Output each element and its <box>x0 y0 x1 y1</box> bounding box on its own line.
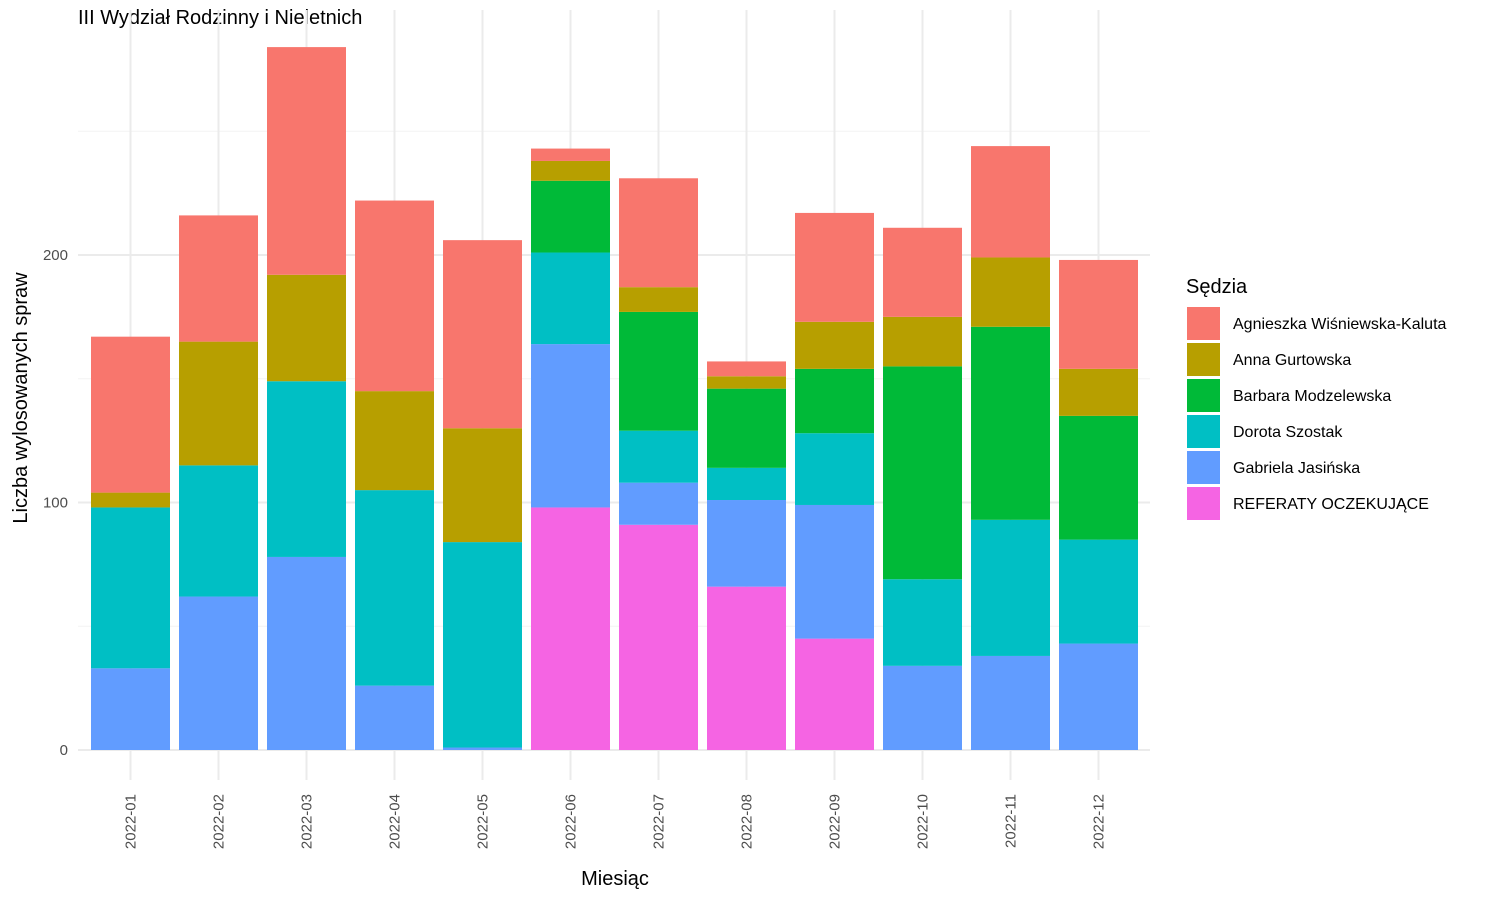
x-tick-label: 2022-05 <box>475 794 492 849</box>
y-tick-label: 200 <box>43 247 68 264</box>
legend-swatch <box>1187 415 1220 448</box>
bar-segment <box>531 160 610 181</box>
bar-segment <box>883 227 962 317</box>
legend-label: Anna Gurtowska <box>1233 352 1351 369</box>
bar-segment <box>707 586 786 750</box>
legend-label: REFERATY OCZEKUJĄCE <box>1233 496 1429 513</box>
bar-segment <box>795 433 874 505</box>
bar-segment <box>179 341 258 466</box>
legend-title: Sędzia <box>1186 276 1248 298</box>
bar-segment <box>267 274 346 382</box>
bar-segment <box>971 146 1050 258</box>
bar-segment <box>91 336 170 493</box>
bar-segment <box>707 500 786 587</box>
x-tick-label: 2022-10 <box>915 794 932 849</box>
bar-segment <box>619 430 698 483</box>
bar-segment <box>883 579 962 666</box>
bar-segment <box>707 376 786 389</box>
bar-segment <box>267 381 346 557</box>
chart-title: III Wydział Rodzinny i Nieletnich <box>78 7 363 29</box>
x-tick-label: 2022-03 <box>299 794 316 849</box>
bar-segment <box>443 542 522 748</box>
legend-label: Agnieszka Wiśniewska-Kaluta <box>1233 316 1447 333</box>
x-tick-label: 2022-01 <box>123 794 140 849</box>
y-tick-labels: 0 100 200 <box>43 247 68 759</box>
bar-segment <box>619 287 698 312</box>
bar-segment <box>707 361 786 377</box>
x-tick-label: 2022-11 <box>1003 794 1020 848</box>
bar-segment <box>531 252 610 345</box>
bar-segment <box>707 388 786 468</box>
x-tick-labels: 2022-01 2022-02 2022-03 2022-04 2022-05 2022-… <box>123 794 1108 849</box>
bar-segment <box>795 504 874 639</box>
bar-segment <box>267 556 346 750</box>
bar-segment <box>1059 259 1138 369</box>
y-tick-label: 0 <box>60 742 68 759</box>
x-tick-label: 2022-08 <box>739 794 756 849</box>
bar-segment <box>619 178 698 288</box>
y-axis-title: Liczba wylosowanych spraw <box>10 272 32 524</box>
legend-swatch <box>1187 379 1220 412</box>
bar-segment <box>619 482 698 525</box>
bars <box>91 47 1138 750</box>
x-tick-label: 2022-07 <box>651 794 668 849</box>
bar-segment <box>795 212 874 322</box>
bar-segment <box>707 467 786 501</box>
bar-segment <box>531 180 610 253</box>
bar-segment <box>179 465 258 597</box>
bar-segment <box>443 428 522 543</box>
bar-segment <box>971 257 1050 327</box>
legend-label: Dorota Szostak <box>1233 424 1343 441</box>
x-tick-label: 2022-09 <box>827 794 844 849</box>
legend-swatch <box>1187 343 1220 376</box>
bar-segment <box>443 747 522 750</box>
bar-segment <box>795 638 874 750</box>
bar-segment <box>91 507 170 669</box>
bar-segment <box>179 215 258 342</box>
x-tick-label: 2022-02 <box>211 794 228 849</box>
y-tick-label: 100 <box>43 495 68 512</box>
bar-segment <box>971 326 1050 520</box>
bar-segment <box>795 321 874 369</box>
bar-segment <box>1059 368 1138 416</box>
bar-segment <box>1059 539 1138 644</box>
bar-segment <box>355 391 434 491</box>
bar-segment <box>91 492 170 508</box>
bar-segment <box>971 519 1050 656</box>
legend-label: Barbara Modzelewska <box>1233 388 1391 405</box>
bar-segment <box>267 47 346 275</box>
x-tick-label: 2022-04 <box>387 794 404 849</box>
bar-segment <box>795 368 874 434</box>
bar-segment <box>619 524 698 750</box>
bar-segment <box>1059 643 1138 750</box>
legend: Sędzia Agnieszka Wiśniewska-Kaluta Anna G… <box>1186 276 1447 520</box>
bar-segment <box>531 148 610 161</box>
legend-swatch <box>1187 487 1220 520</box>
legend-swatch <box>1187 451 1220 484</box>
x-tick-label: 2022-12 <box>1091 794 1108 849</box>
bar-segment <box>883 316 962 367</box>
legend-swatch <box>1187 307 1220 340</box>
x-tick-label: 2022-06 <box>563 794 580 849</box>
bar-segment <box>355 200 434 392</box>
bar-segment <box>531 344 610 508</box>
bar-segment <box>883 366 962 580</box>
bar-segment <box>443 240 522 429</box>
bar-segment <box>179 596 258 750</box>
x-axis-title: Miesiąc <box>581 868 649 890</box>
bar-segment <box>355 490 434 686</box>
legend-label: Gabriela Jasińska <box>1233 460 1360 477</box>
bar-segment <box>883 665 962 750</box>
bar-segment <box>531 507 610 750</box>
bar-segment <box>971 655 1050 750</box>
bar-segment <box>91 668 170 750</box>
bar-segment <box>355 685 434 750</box>
bar-segment <box>1059 415 1138 540</box>
bar-segment <box>619 311 698 431</box>
